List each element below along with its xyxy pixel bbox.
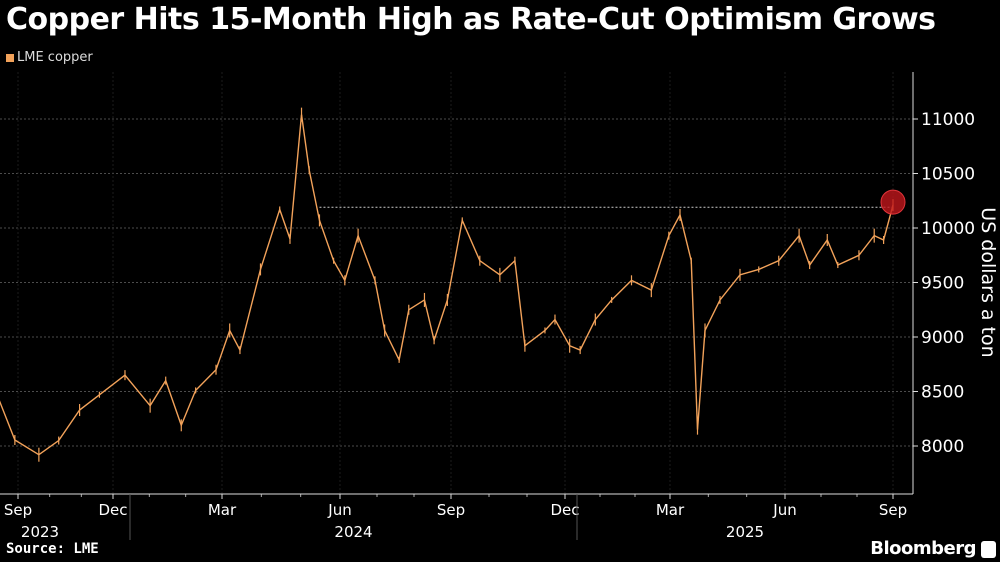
year-label: 2024 — [334, 523, 372, 541]
x-tick-label: Mar — [208, 501, 237, 519]
x-tick-label: Jun — [772, 501, 796, 519]
y-axis-label: US dollars a ton — [977, 207, 999, 357]
x-tick-label: Dec — [98, 501, 127, 519]
bloomberg-icon — [981, 541, 996, 558]
legend-swatch — [6, 53, 14, 62]
y-tick-label: 8000 — [921, 437, 964, 457]
y-tick-label: 10000 — [921, 219, 975, 239]
series-line-lme-copper — [0, 114, 894, 456]
x-tick-label: Sep — [879, 501, 907, 519]
bloomberg-logo: Bloomberg — [870, 538, 976, 559]
y-tick-label: 9000 — [921, 328, 964, 348]
x-tick-label: Sep — [437, 501, 465, 519]
year-label: 2025 — [726, 523, 764, 541]
legend-label: LME copper — [17, 50, 93, 65]
source-note: Source: LME — [6, 541, 99, 557]
y-tick-label: 9500 — [921, 274, 964, 294]
legend: LME copper — [6, 50, 93, 65]
y-tick-label: 11000 — [921, 110, 975, 130]
x-tick-label: Dec — [550, 501, 579, 519]
y-tick-label: 8500 — [921, 383, 964, 403]
highlight-circle — [880, 189, 906, 215]
year-label: 2023 — [21, 523, 59, 541]
x-tick-label: Mar — [656, 501, 685, 519]
x-tick-label: Jun — [327, 501, 351, 519]
chart-title: Copper Hits 15-Month High as Rate-Cut Op… — [6, 2, 936, 37]
x-tick-label: Sep — [4, 501, 32, 519]
y-tick-label: 10500 — [921, 165, 975, 185]
